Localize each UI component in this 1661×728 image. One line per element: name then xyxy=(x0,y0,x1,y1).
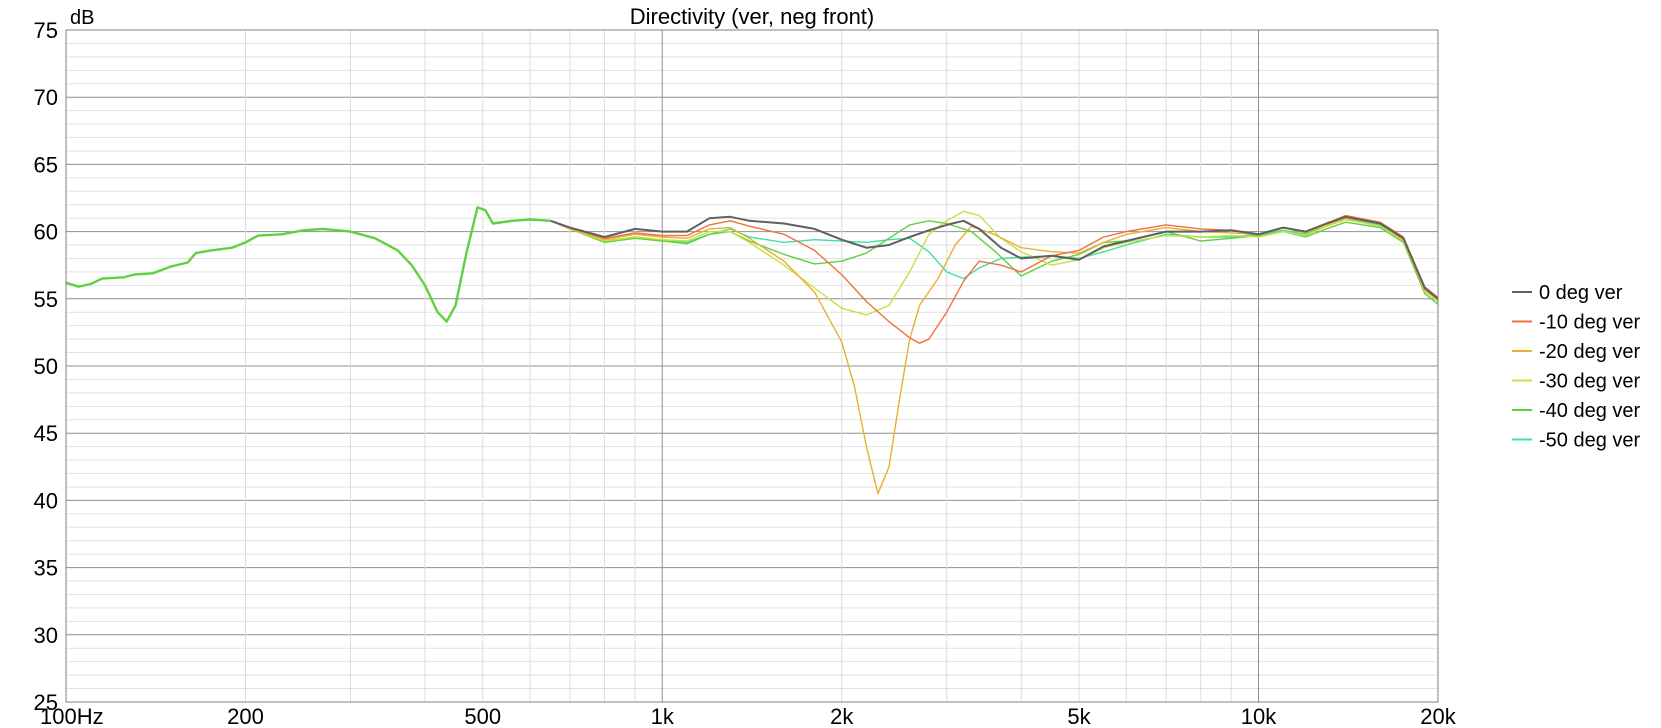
x-tick-label: 5k xyxy=(1067,704,1091,728)
series-line xyxy=(550,217,1439,495)
y-tick-label: 55 xyxy=(34,287,58,312)
chart-title: Directivity (ver, neg front) xyxy=(630,4,875,29)
legend-entry[interactable]: -10 deg ver xyxy=(1539,312,1641,334)
x-tick-label: 200 xyxy=(227,704,264,728)
legend-entry[interactable]: -20 deg ver xyxy=(1539,341,1641,363)
y-tick-label: 50 xyxy=(34,354,58,379)
legend-entry[interactable]: 0 deg ver xyxy=(1539,282,1623,304)
shared-low-band-line xyxy=(65,206,551,323)
y-tick-label: 35 xyxy=(34,556,58,581)
x-tick-label: 1k xyxy=(651,704,675,728)
y-tick-label: 25 xyxy=(34,690,58,715)
x-tick-label: 500 xyxy=(464,704,501,728)
legend[interactable]: 0 deg ver -10 deg ver -20 deg ver -30 deg v… xyxy=(1512,282,1641,452)
y-tick-label: 60 xyxy=(34,220,58,245)
y-tick-label: 30 xyxy=(34,623,58,648)
x-tick-label: 100Hz xyxy=(40,704,104,728)
x-tick-labels: 100Hz 200 500 1k 2k 5k 10k 20k xyxy=(40,704,1457,728)
legend-entry[interactable]: -30 deg ver xyxy=(1539,371,1641,393)
legend-entry[interactable]: -40 deg ver xyxy=(1539,400,1641,422)
y-tick-labels: 75 70 65 60 55 50 45 40 35 30 25 xyxy=(34,18,58,715)
series-line xyxy=(550,215,1439,300)
x-tick-label: 20k xyxy=(1420,704,1456,728)
plot-frame xyxy=(65,29,1439,703)
series-line xyxy=(550,220,1439,305)
x-tick-label: 10k xyxy=(1241,704,1277,728)
y-tick-label: 75 xyxy=(34,18,58,43)
x-tick-label: 2k xyxy=(830,704,854,728)
series-line xyxy=(550,210,1439,316)
y-tick-label: 40 xyxy=(34,488,58,513)
legend-entry[interactable]: -50 deg ver xyxy=(1539,430,1641,452)
y-tick-label: 45 xyxy=(34,421,58,446)
grid xyxy=(65,29,1439,703)
series-lines xyxy=(65,206,1439,495)
y-axis-unit: dB xyxy=(70,7,94,29)
y-tick-label: 70 xyxy=(34,85,58,110)
y-tick-label: 65 xyxy=(34,152,58,177)
